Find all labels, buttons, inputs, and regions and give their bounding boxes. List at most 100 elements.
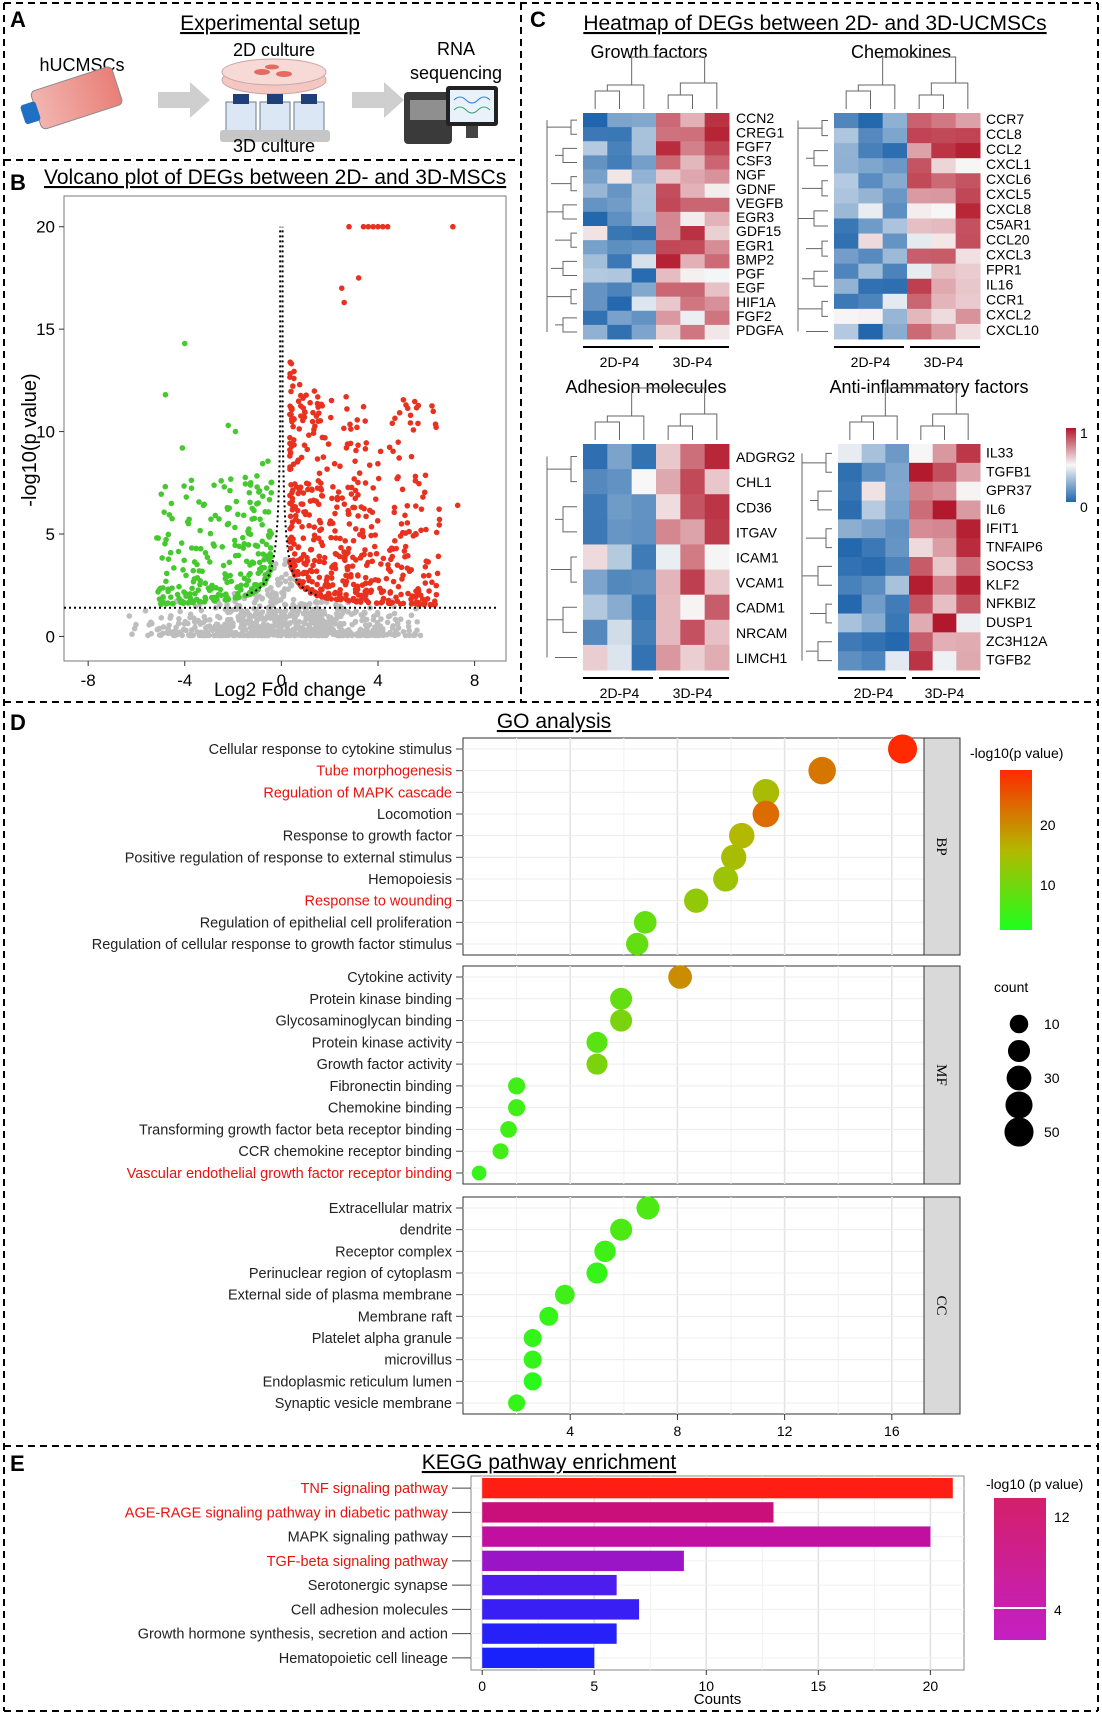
volcano-point [295, 544, 301, 551]
heatmap-cell [838, 557, 863, 577]
volcano-point [174, 629, 181, 636]
volcano-point [363, 562, 370, 569]
volcano-point [245, 542, 252, 548]
heatmap-cell [885, 651, 910, 671]
heatmap-cell [680, 469, 706, 495]
volcano-point [202, 594, 208, 601]
volcano-point [324, 583, 331, 590]
heatmap-cell [907, 308, 932, 325]
volcano-point [372, 532, 379, 538]
gene-label: C5AR1 [986, 216, 1031, 232]
heatmap-3: Anti-inflammatory factors IL33 TGFB1 GPR37 I… [801, 377, 1048, 701]
volcano-point [399, 486, 406, 493]
volcano-point [293, 607, 299, 614]
gene-label: ZC3H12A [986, 633, 1048, 649]
volcano-point [165, 586, 172, 592]
heatmap-cell [909, 594, 934, 614]
gene-label: FGF7 [736, 138, 772, 154]
volcano-point [270, 609, 277, 615]
go-term-label: Protein kinase activity [312, 1035, 453, 1051]
volcano-point [378, 561, 384, 567]
volcano-point [192, 590, 198, 597]
heatmap-cell [861, 538, 886, 558]
heatmap-cell [858, 278, 884, 295]
volcano-point [354, 424, 360, 431]
volcano-point [289, 487, 296, 494]
heatmap-cell [583, 127, 608, 142]
volcano-point [357, 555, 364, 561]
volcano-point [350, 504, 356, 511]
volcano-point [316, 574, 323, 581]
heatmap-cell [931, 188, 957, 204]
heatmap-cell [932, 632, 957, 652]
go-term-label: Receptor complex [335, 1244, 453, 1260]
volcano-point [349, 631, 356, 638]
volcano-point [290, 383, 296, 389]
volcano-point [259, 538, 266, 545]
heatmap-cell [680, 310, 706, 326]
heatmap-cell [631, 519, 657, 545]
volcano-point [295, 398, 302, 405]
volcano-point [268, 630, 275, 637]
y-tick-label: 5 [46, 525, 55, 544]
go-dot [626, 932, 649, 956]
volcano-point [288, 534, 295, 541]
volcano-point [255, 570, 262, 577]
heatmap-cell [704, 226, 730, 241]
volcano-point [406, 627, 412, 634]
volcano-point [280, 592, 287, 599]
heatmap-cell [932, 613, 957, 633]
volcano-point [259, 460, 266, 467]
heatmap-cell [909, 632, 934, 652]
volcano-point [288, 481, 294, 488]
volcano-point [332, 510, 338, 517]
heatmap-cell [656, 268, 681, 283]
volcano-point [217, 586, 224, 593]
volcano-point [288, 583, 295, 589]
volcano-point [213, 585, 219, 591]
volcano-point [181, 557, 187, 564]
heatmap-cell [907, 173, 932, 189]
go-term-label: dendrite [400, 1223, 452, 1239]
volcano-point [288, 388, 294, 395]
volcano-point [208, 585, 215, 592]
volcano-point [345, 609, 352, 615]
volcano-point [347, 421, 353, 428]
volcano-point [308, 486, 315, 493]
heatmap-cell [631, 310, 657, 326]
heatmap-cell [607, 240, 633, 255]
volcano-point [247, 570, 253, 577]
volcano-point [352, 458, 358, 464]
gene-label: KLF2 [986, 576, 1020, 592]
volcano-point [204, 554, 211, 561]
volcano-point [254, 473, 260, 479]
go-dot [610, 1218, 633, 1241]
heatmap-cell [607, 569, 633, 596]
volcano-point [328, 570, 335, 576]
volcano-point [287, 629, 294, 635]
heatmap-cell [704, 544, 730, 571]
gene-label: GDNF [736, 181, 776, 197]
volcano-point [385, 561, 391, 568]
volcano-point [232, 595, 239, 601]
volcano-point [436, 516, 443, 523]
facet-strip-label: CC [933, 1295, 949, 1315]
heatmap-color-legend: 1 0 [1066, 425, 1088, 515]
volcano-point [337, 535, 343, 542]
volcano-point [368, 587, 375, 594]
volcano-point [435, 553, 442, 560]
go-term-label: Chemokine binding [328, 1101, 452, 1117]
volcano-point [332, 550, 339, 557]
heatmap-cell [956, 444, 981, 464]
volcano-point [272, 561, 279, 567]
heatmap-cell [882, 323, 908, 340]
heatmap-cell [861, 462, 886, 483]
volcano-point [346, 521, 353, 527]
volcano-point [183, 494, 190, 500]
volcano-point [374, 622, 381, 629]
volcano-point [158, 615, 165, 621]
volcano-point [290, 416, 297, 422]
volcano-point [290, 601, 296, 608]
volcano-point [361, 594, 367, 600]
row-dendrogram [797, 120, 828, 332]
